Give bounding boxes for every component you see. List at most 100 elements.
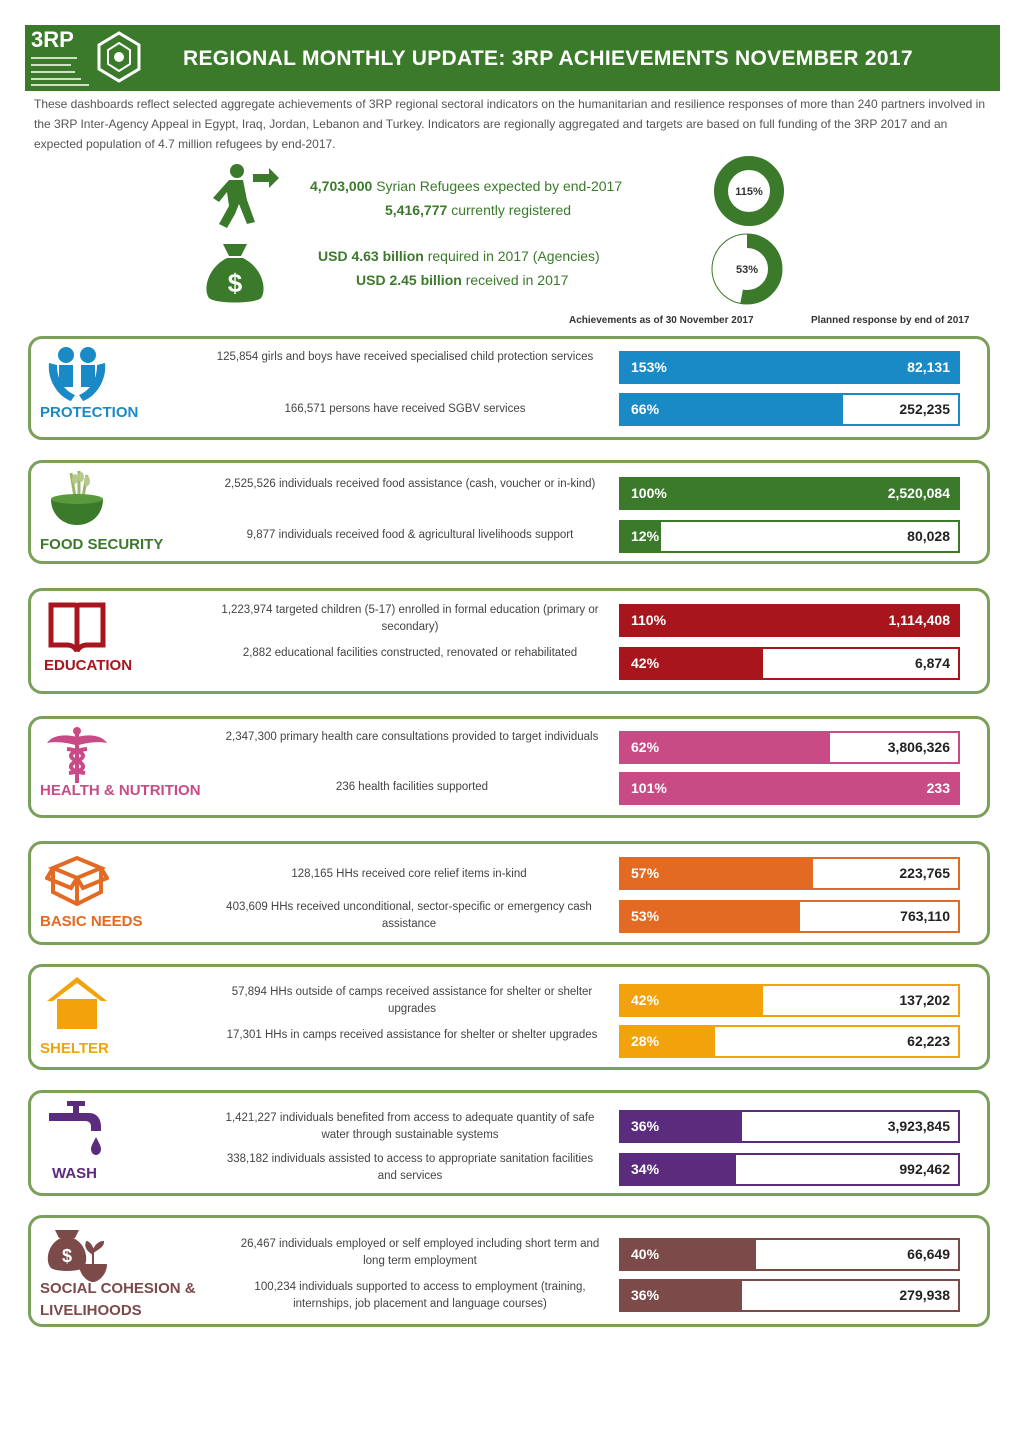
progress-percent: 42% xyxy=(631,655,660,671)
progress-bar-fill xyxy=(621,1155,736,1184)
section-name: SHELTER xyxy=(40,1040,109,1057)
progress-percent: 36% xyxy=(631,1287,660,1303)
progress-target: 80,028 xyxy=(907,528,950,544)
progress-percent: 101% xyxy=(631,780,667,796)
indicator-text: 128,165 HHs received core relief items i… xyxy=(291,868,527,880)
indicator-text: 26,467 individuals employed or self empl… xyxy=(240,1238,600,1267)
funding-required: USD 4.63 billion required in 2017 (Agenc… xyxy=(318,248,600,264)
section-name: FOOD SECURITY xyxy=(40,536,164,553)
progress-bar: 57% 223,765 xyxy=(619,857,960,890)
indicator-text: 1,223,974 targeted children (5-17) enrol… xyxy=(221,604,599,633)
progress-bar-fill xyxy=(621,1240,756,1269)
section-name: WASH xyxy=(52,1165,97,1182)
progress-target: 763,110 xyxy=(900,908,950,924)
progress-percent: 34% xyxy=(631,1161,660,1177)
progress-bar: 34% 992,462 xyxy=(619,1153,960,1186)
funding-received-value: USD 2.45 billion xyxy=(356,272,462,288)
progress-percent: 57% xyxy=(631,865,660,881)
progress-target: 992,462 xyxy=(899,1161,950,1177)
indicator-text: 2,882 educational facilities constructed… xyxy=(242,647,578,659)
progress-bar-fill xyxy=(621,479,958,508)
progress-bar: 42% 6,874 xyxy=(619,647,960,680)
progress-percent: 100% xyxy=(631,485,667,501)
section-food-security: FOOD SECURITY 2,525,526 individuals rece… xyxy=(28,460,990,564)
funding-received: USD 2.45 billion received in 2017 xyxy=(356,272,568,288)
progress-bar: 110% 1,114,408 xyxy=(619,604,960,637)
section-name: EDUCATION xyxy=(44,657,133,674)
indicator-text: 1,421,227 individuals benefited from acc… xyxy=(225,1112,595,1141)
3rp-logo: 3RP xyxy=(29,27,161,89)
progress-percent: 66% xyxy=(631,401,660,417)
progress-bar: 40% 66,649 xyxy=(619,1238,960,1271)
progress-percent: 12% xyxy=(631,528,660,544)
progress-bar: 101% 233 xyxy=(619,772,960,805)
section-social-cohesion-livelihoods: $ SOCIAL COHESION & LIVELIHOODS 26,467 i… xyxy=(28,1215,990,1327)
progress-target: 223,765 xyxy=(899,865,950,881)
progress-target: 82,131 xyxy=(907,359,950,375)
indicator-text: 236 health facilities supported xyxy=(335,781,489,793)
food-bowl-icon xyxy=(51,471,103,525)
progress-target: 233 xyxy=(926,780,950,796)
money-bag-icon: $ xyxy=(206,244,264,303)
indicator-text: 57,894 HHs outside of camps received ass… xyxy=(231,986,593,1015)
progress-bar: 42% 137,202 xyxy=(619,984,960,1017)
progress-bar-fill xyxy=(621,1027,716,1056)
section-protection: PROTECTION 125,854 girls and boys have r… xyxy=(28,336,990,440)
walking-person-arrow-icon xyxy=(213,164,279,228)
box-icon xyxy=(45,855,109,907)
indicator-text: 125,854 girls and boys have received spe… xyxy=(216,351,594,363)
refugees-expected-value: 4,703,000 xyxy=(310,178,373,194)
progress-target: 62,223 xyxy=(907,1033,950,1049)
progress-percent: 53% xyxy=(631,908,660,924)
progress-bar: 36% 3,923,845 xyxy=(619,1110,960,1143)
water-tap-icon xyxy=(49,1101,101,1155)
progress-bar-fill xyxy=(621,902,800,931)
progress-percent: 28% xyxy=(631,1033,660,1049)
progress-bar-fill xyxy=(621,986,763,1015)
indicator-text: 2,347,300 primary health care consultati… xyxy=(225,731,599,743)
progress-percent: 62% xyxy=(631,739,660,755)
progress-bar-fill xyxy=(621,733,830,762)
section-name: SOCIAL COHESION & LIVELIHOODS xyxy=(40,1280,196,1319)
funding-required-label: required in 2017 (Agencies) xyxy=(427,248,600,264)
progress-target: 279,938 xyxy=(899,1287,950,1303)
refugees-expected: 4,703,000 Syrian Refugees expected by en… xyxy=(310,178,622,194)
progress-target: 3,806,326 xyxy=(887,739,950,755)
progress-bar: 36% 279,938 xyxy=(619,1279,960,1312)
funding-received-label: received in 2017 xyxy=(465,272,569,288)
progress-percent: 110% xyxy=(631,612,667,628)
indicator-text: 338,182 individuals assisted to access t… xyxy=(226,1153,594,1182)
progress-bar-fill xyxy=(621,1281,743,1310)
achievements-column-header: Achievements as of 30 November 2017 xyxy=(569,315,754,326)
section-wash: WASH 1,421,227 individuals benefited fro… xyxy=(28,1090,990,1196)
section-name: PROTECTION xyxy=(40,404,139,421)
intro-paragraph: These dashboards reflect selected aggreg… xyxy=(34,97,986,151)
progress-bar-fill xyxy=(621,1112,743,1141)
section-health-nutrition: HEALTH & NUTRITION 2,347,300 primary hea… xyxy=(28,716,990,818)
caduceus-icon xyxy=(47,727,107,783)
money-bag-plant-icon: $ xyxy=(47,1230,107,1282)
progress-bar: 62% 3,806,326 xyxy=(619,731,960,764)
logo-text: 3RP xyxy=(31,27,74,52)
indicator-text: 100,234 individuals supported to access … xyxy=(254,1281,586,1310)
refugees-expected-label: Syrian Refugees expected by end-2017 xyxy=(376,178,623,194)
progress-bar-fill xyxy=(621,353,958,382)
progress-percent: 40% xyxy=(631,1246,660,1262)
progress-bar: 153% 82,131 xyxy=(619,351,960,384)
progress-percent: 153% xyxy=(631,359,667,375)
progress-bar: 12% 80,028 xyxy=(619,520,960,553)
section-basic-needs: BASIC NEEDS 128,165 HHs received core re… xyxy=(28,841,990,945)
progress-target: 137,202 xyxy=(899,992,950,1008)
progress-bar: 66% 252,235 xyxy=(619,393,960,426)
svg-text:$: $ xyxy=(228,268,243,298)
progress-bar-fill xyxy=(621,774,958,803)
progress-percent: 36% xyxy=(631,1118,660,1134)
funding-required-value: USD 4.63 billion xyxy=(318,248,424,264)
progress-percent: 42% xyxy=(631,992,660,1008)
section-education: EDUCATION 1,223,974 targeted children (5… xyxy=(28,588,990,694)
indicator-text: 403,609 HHs received unconditional, sect… xyxy=(226,901,592,930)
progress-bar-fill xyxy=(621,606,958,635)
refugees-donut-label: 115% xyxy=(735,186,763,198)
open-book-icon xyxy=(48,602,106,653)
progress-target: 2,520,084 xyxy=(887,485,950,501)
